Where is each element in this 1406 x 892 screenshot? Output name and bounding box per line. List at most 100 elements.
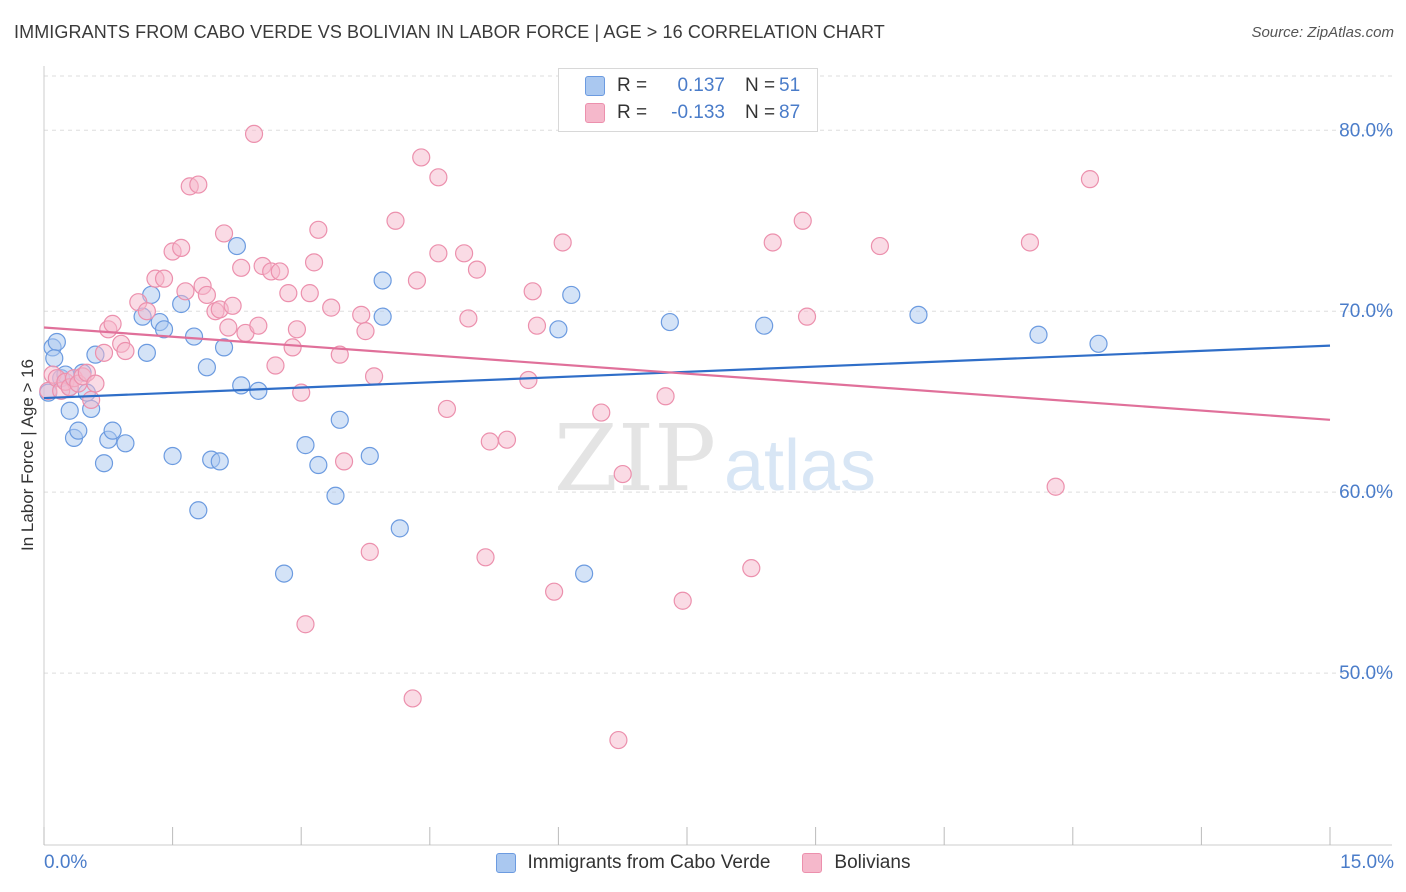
y-tick-label: 80.0%	[1339, 120, 1393, 141]
point-bolivian	[497, 430, 517, 449]
point-cabo-verde	[103, 421, 122, 440]
point-bolivian	[154, 269, 174, 288]
point-bolivian	[296, 615, 315, 634]
y-tick-label: 70.0%	[1339, 301, 1393, 322]
point-cabo-verde	[197, 358, 216, 377]
point-bolivian	[279, 284, 298, 303]
point-bolivian	[797, 307, 817, 326]
point-bolivian	[287, 320, 307, 339]
point-cabo-verde	[330, 410, 349, 429]
point-cabo-verde	[373, 307, 392, 326]
x-tick-label-max: 15.0%	[1340, 852, 1394, 873]
series-label: Immigrants from Cabo Verde	[527, 852, 771, 873]
point-cabo-verde	[163, 446, 182, 466]
point-bolivian	[176, 282, 195, 301]
point-cabo-verde	[390, 519, 409, 538]
point-cabo-verde	[137, 343, 156, 362]
legend-r-value: -0.133	[671, 102, 725, 123]
point-bolivian	[172, 238, 191, 257]
point-cabo-verde	[660, 312, 679, 332]
point-bolivian	[197, 285, 216, 305]
trend-line-cabo-verde	[43, 344, 1331, 400]
point-cabo-verde	[296, 436, 315, 455]
point-cabo-verde	[562, 285, 581, 305]
point-bolivian	[412, 148, 431, 167]
y-tick-labels: 80.0% 70.0% 60.0% 50.0%	[1339, 120, 1393, 684]
point-bolivian	[437, 399, 457, 419]
point-cabo-verde	[249, 381, 268, 400]
legend-swatch-blue	[585, 76, 605, 96]
legend-r-label: R =	[617, 75, 648, 96]
point-bolivian	[309, 220, 328, 239]
legend-row-bolivians: R = -0.133 N = 87	[585, 101, 800, 125]
point-cabo-verde	[274, 564, 294, 583]
y-tick-label: 50.0%	[1339, 663, 1393, 684]
point-cabo-verde	[575, 564, 594, 583]
x-tick-label-min: 0.0%	[44, 852, 88, 873]
point-bolivian	[519, 370, 538, 390]
point-bolivian	[403, 689, 422, 708]
series-legend-bolivians[interactable]: Bolivians	[802, 852, 910, 874]
point-cabo-verde	[326, 486, 345, 505]
point-bolivian	[1046, 477, 1065, 496]
point-cabo-verde	[60, 401, 79, 420]
point-bolivian	[673, 591, 692, 610]
series-legend: Immigrants from Cabo Verde Bolivians	[0, 852, 1406, 874]
point-cabo-verde	[116, 434, 135, 453]
point-bolivian	[592, 403, 611, 422]
point-cabo-verde	[1029, 325, 1048, 344]
point-bolivian	[523, 282, 542, 301]
point-bolivian	[429, 168, 448, 187]
point-bolivian	[283, 338, 302, 357]
point-bolivian	[553, 233, 572, 252]
point-bolivian	[249, 316, 268, 335]
point-cabo-verde	[909, 305, 928, 324]
point-bolivian	[330, 345, 349, 364]
point-bolivian	[137, 302, 156, 321]
point-bolivian	[870, 236, 890, 256]
watermark-zip: ZIP	[554, 405, 716, 512]
point-bolivian	[742, 559, 761, 578]
point-bolivian	[300, 284, 319, 303]
legend-r-label: R =	[617, 102, 648, 123]
trend-line-bolivian	[43, 326, 1331, 421]
point-bolivian	[459, 309, 478, 328]
point-bolivian	[266, 356, 285, 375]
point-bolivian	[189, 175, 208, 194]
point-cabo-verde	[1089, 334, 1108, 353]
legend-n-value: 51	[779, 75, 801, 96]
point-bolivian	[364, 367, 384, 386]
point-bolivian	[103, 314, 122, 333]
point-cabo-verde	[94, 454, 114, 473]
watermark-atlas: atlas	[724, 426, 876, 506]
point-cabo-verde	[47, 332, 66, 352]
source-label: Source: ZipAtlas.com	[1251, 24, 1394, 41]
point-bolivian	[1020, 233, 1040, 252]
trend-lines	[43, 326, 1331, 421]
data-points	[39, 124, 1108, 750]
legend-n-value: 87	[779, 102, 801, 123]
point-cabo-verde	[360, 446, 379, 466]
series-swatch-pink	[802, 853, 823, 873]
series-legend-cabo-verde[interactable]: Immigrants from Cabo Verde	[495, 852, 771, 874]
point-bolivian	[793, 211, 812, 230]
point-bolivian	[480, 432, 499, 451]
legend-r-value: 0.137	[677, 75, 725, 96]
point-bolivian	[352, 305, 371, 324]
point-bolivian	[407, 271, 427, 290]
point-bolivian	[527, 316, 547, 335]
point-cabo-verde	[309, 455, 328, 475]
legend-row-cabo-verde: R = 0.137 N = 51	[585, 74, 800, 98]
point-bolivian	[232, 258, 251, 277]
point-bolivian	[356, 322, 375, 341]
correlation-legend: R = 0.137 N = 51 R = -0.133 N = 87	[558, 68, 818, 132]
point-bolivian	[454, 244, 474, 263]
point-cabo-verde	[373, 271, 392, 290]
point-cabo-verde	[45, 349, 64, 368]
y-tick-label: 60.0%	[1339, 482, 1393, 503]
point-bolivian	[656, 387, 675, 406]
point-bolivian	[386, 211, 405, 230]
point-cabo-verde	[210, 452, 229, 471]
point-cabo-verde	[184, 327, 204, 346]
point-bolivian	[244, 124, 264, 144]
